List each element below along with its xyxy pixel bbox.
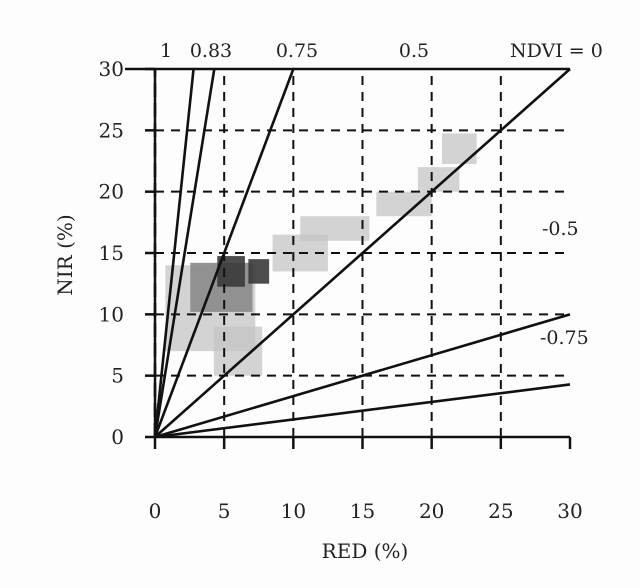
ndvi-labels: 1 0.83 0.75 0.5 NDVI = 0 -0.5 -0.75 — [160, 40, 603, 349]
density-cell-9 — [248, 259, 270, 284]
x-tick-label-6: 30 — [557, 499, 582, 523]
ndvi-line-2 — [153, 68, 216, 438]
ndvi-line-4 — [154, 68, 571, 438]
y-tick-label-3: 15 — [99, 241, 124, 265]
x-axis-label: RED (%) — [322, 539, 409, 563]
y-tick-label-2: 10 — [99, 302, 124, 326]
ndvi-label-3: 0.5 — [399, 40, 429, 62]
y-tick-label-0: 0 — [111, 425, 124, 449]
y-axis-label: NIR (%) — [53, 214, 77, 295]
ndvi-line-1 — [153, 68, 195, 438]
density-cell-6 — [442, 133, 477, 165]
x-tick-label-4: 20 — [419, 499, 444, 523]
y-tick-label-5: 25 — [99, 118, 124, 142]
ndvi-label-4: NDVI = 0 — [510, 40, 603, 62]
x-tick-label-2: 10 — [281, 499, 306, 523]
ndvi-line-3 — [153, 68, 295, 438]
density-cloud — [165, 133, 477, 376]
ndvi-line-6 — [154, 383, 571, 439]
ndvi-line-5 — [154, 313, 571, 439]
x-tick-label-1: 5 — [218, 499, 231, 523]
density-cell-1 — [213, 326, 263, 376]
density-cell-3 — [300, 216, 370, 241]
tick-labels: 0 5 10 15 20 25 30 0 5 10 15 20 25 30 — [99, 57, 583, 523]
ndvi-label-5: -0.5 — [542, 218, 579, 240]
ndvi-label-1: 0.83 — [190, 40, 232, 62]
axes — [125, 67, 572, 449]
density-cell-5 — [417, 167, 460, 192]
x-tick-label-3: 15 — [350, 499, 375, 523]
x-tick-label-0: 0 — [149, 499, 162, 523]
x-tick-label-5: 25 — [488, 499, 513, 523]
y-tick-label-4: 20 — [99, 180, 124, 204]
density-cell-4 — [376, 191, 432, 217]
ndvi-label-2: 0.75 — [276, 40, 318, 62]
ndvi-label-6: -0.75 — [540, 327, 589, 349]
y-tick-label-6: 30 — [99, 57, 124, 81]
ndvi-label-0: 1 — [160, 40, 172, 62]
y-tick-label-1: 5 — [111, 364, 124, 388]
